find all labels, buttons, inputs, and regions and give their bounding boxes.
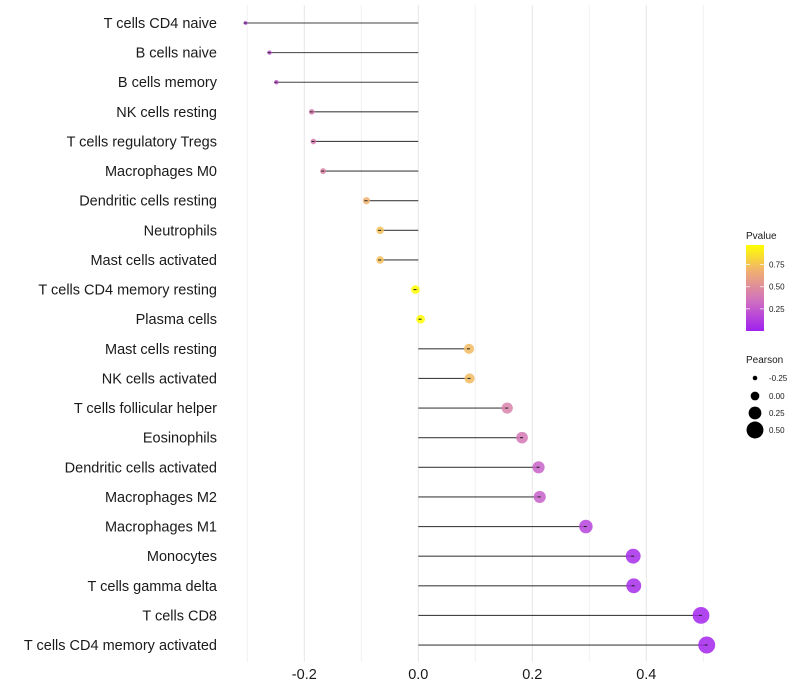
size-legend-key bbox=[748, 406, 762, 420]
x-tick-label: 0.0 bbox=[408, 667, 428, 683]
y-axis-label: Plasma cells bbox=[136, 312, 217, 328]
y-axis-label: T cells CD8 bbox=[142, 608, 217, 624]
y-axis-label: T cells regulatory Tregs bbox=[67, 134, 217, 150]
y-axis-label: T cells CD4 memory resting bbox=[38, 283, 217, 299]
color-legend-tick-label: 0.50 bbox=[769, 283, 785, 292]
y-axis-label: B cells memory bbox=[118, 75, 218, 91]
y-axis-label: NK cells resting bbox=[116, 105, 217, 121]
y-axis-label: Neutrophils bbox=[144, 223, 217, 239]
size-legend-label: 0.00 bbox=[769, 392, 785, 401]
y-axis-label: Mast cells activated bbox=[90, 253, 217, 269]
y-axis-label: Macrophages M0 bbox=[105, 164, 217, 180]
y-axis-label: Mast cells resting bbox=[105, 342, 217, 358]
color-legend-title: Pvalue bbox=[746, 231, 777, 242]
y-axis-label: T cells follicular helper bbox=[74, 401, 217, 417]
y-axis-label: T cells CD4 memory activated bbox=[24, 638, 217, 654]
y-axis-label: B cells naive bbox=[136, 46, 217, 62]
y-axis-label: T cells CD4 naive bbox=[104, 16, 217, 32]
y-axis-label: Monocytes bbox=[147, 549, 217, 565]
x-axis-ticks: -0.2 0.0 0.2 0.4 bbox=[292, 667, 657, 683]
size-legend: Pearson -0.25 0.00 0.25 0.50 bbox=[746, 355, 788, 439]
y-axis-label: NK cells activated bbox=[102, 371, 217, 387]
y-axis-label: Dendritic cells resting bbox=[79, 194, 217, 210]
stems bbox=[245, 22, 707, 646]
y-axis-label: Dendritic cells activated bbox=[65, 460, 217, 476]
size-legend-label: -0.25 bbox=[769, 374, 788, 383]
size-legend-title: Pearson bbox=[746, 355, 783, 366]
y-axis-label: Macrophages M2 bbox=[105, 490, 217, 506]
size-legend-key bbox=[746, 421, 764, 439]
y-axis-label: T cells gamma delta bbox=[88, 579, 218, 595]
color-legend-bar bbox=[746, 245, 764, 331]
size-legend-label: 0.50 bbox=[769, 426, 785, 435]
size-legend-key bbox=[752, 375, 758, 381]
size-legend-label: 0.25 bbox=[769, 409, 785, 418]
color-legend: Pvalue 0.25 0.50 0.75 bbox=[746, 231, 785, 331]
size-legend-key bbox=[750, 391, 760, 401]
y-axis-label: Macrophages M1 bbox=[105, 520, 217, 536]
y-axis-label: Eosinophils bbox=[143, 431, 217, 447]
y-axis-labels: T cells CD4 naive B cells naive B cells me… bbox=[24, 16, 218, 654]
x-tick-label: 0.2 bbox=[522, 667, 542, 683]
color-legend-tick-label: 0.75 bbox=[769, 261, 785, 270]
gridlines bbox=[246, 5, 704, 662]
color-legend-tick-label: 0.25 bbox=[769, 305, 785, 314]
points bbox=[243, 21, 716, 654]
x-tick-label: 0.4 bbox=[636, 667, 656, 683]
x-tick-label: -0.2 bbox=[292, 667, 317, 683]
